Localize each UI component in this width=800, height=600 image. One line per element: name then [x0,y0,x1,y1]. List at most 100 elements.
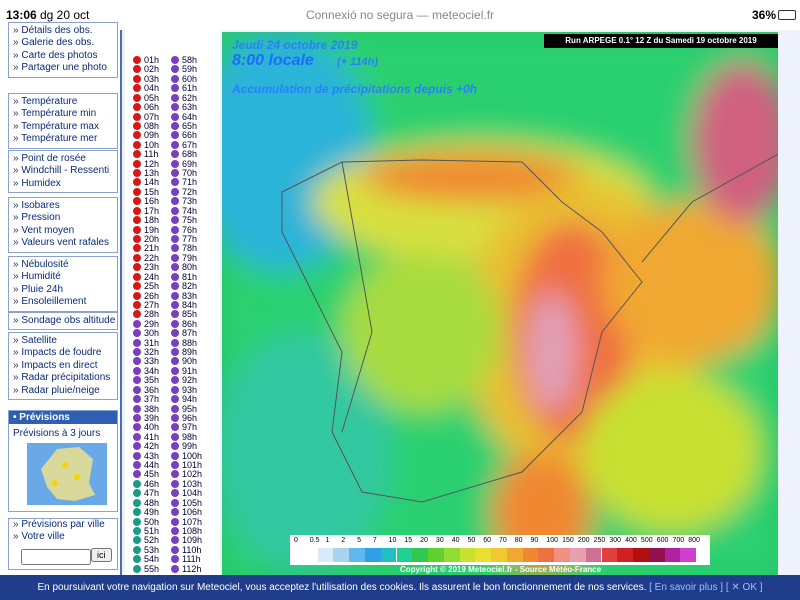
hour-link[interactable]: 81h [171,272,197,282]
hour-link[interactable]: 102h [171,470,202,479]
hour-link[interactable]: 94h [171,395,197,404]
hour-label[interactable]: 79h [182,252,198,263]
hour-label[interactable]: 68h [182,149,198,160]
hour-link[interactable]: 85h [171,310,197,319]
menu-link[interactable]: Radar précipitations [9,372,117,384]
menu-link[interactable]: Carte des photos [9,50,117,62]
hour-label[interactable]: 71h [182,177,198,188]
hour-link[interactable]: 73h [171,197,197,206]
hour-link[interactable]: 76h [171,224,198,235]
hour-label[interactable]: 10h [144,139,160,150]
hour-label[interactable]: 99h [182,441,198,452]
menu-link[interactable]: Radar pluie/neige [9,385,117,397]
hour-label[interactable]: 88h [182,337,198,348]
hour-label[interactable]: 104h [182,488,203,499]
hour-label[interactable]: 87h [182,328,198,339]
hour-label[interactable]: 76h [182,224,198,235]
hour-label[interactable]: 34h [144,365,160,376]
hour-link[interactable]: 66h [171,131,197,140]
hour-link[interactable]: 12h [133,159,159,169]
hour-link[interactable]: 69h [171,159,197,169]
hour-link[interactable]: 100h [171,450,203,461]
hour-label[interactable]: 66h [182,130,198,141]
hour-label[interactable]: 75h [182,215,198,226]
hour-label[interactable]: 90h [182,356,198,367]
hour-label[interactable]: 59h [182,64,198,75]
hour-link[interactable]: 72h [171,187,197,197]
hour-link[interactable]: 55h [133,564,159,574]
hour-label[interactable]: 44h [144,460,160,471]
hour-link[interactable]: 78h [171,244,197,253]
hour-label[interactable]: 15h [144,186,160,197]
hour-link[interactable]: 08h [133,120,160,131]
hour-label[interactable]: 112h [182,563,202,574]
hour-label[interactable]: 17h [144,205,160,216]
hour-link[interactable]: 54h [133,555,159,564]
menu-link[interactable]: Valeurs vent rafales [9,237,117,249]
hour-link[interactable]: 29h [133,318,160,329]
hour-label[interactable]: 111h [182,554,201,565]
hour-link[interactable]: 41h [133,431,160,442]
hour-link[interactable]: 48h [133,498,159,508]
hour-label[interactable]: 94h [182,394,198,405]
menu-link[interactable]: Ensoleillement [9,296,117,308]
hour-label[interactable]: 31h [144,337,160,348]
hour-label[interactable]: 63h [182,102,198,113]
hour-label[interactable]: 35h [144,375,160,386]
hour-label[interactable]: 60h [182,73,198,84]
hour-link[interactable]: 111h [171,555,201,564]
hour-label[interactable]: 41h [144,431,160,442]
hour-link[interactable]: 86h [171,318,198,329]
hour-label[interactable]: 09h [144,130,160,141]
hour-link[interactable]: 89h [171,348,197,357]
hour-link[interactable]: 39h [133,412,160,423]
hour-link[interactable]: 04h [133,84,159,93]
hour-label[interactable]: 83h [182,290,198,301]
hour-link[interactable]: 61h [171,84,197,93]
hour-link[interactable]: 87h [171,329,197,338]
hour-label[interactable]: 100h [182,450,203,461]
hour-label[interactable]: 36h [144,384,160,395]
hour-label[interactable]: 30h [144,328,160,339]
hour-link[interactable]: 47h [133,489,159,498]
hour-link[interactable]: 101h [171,461,202,470]
hour-link[interactable]: 26h [133,290,160,301]
hour-link[interactable]: 46h [133,479,159,489]
hour-link[interactable]: 30h [133,329,159,338]
menu-link[interactable]: Humidité [9,271,117,283]
hour-link[interactable]: 09h [133,131,159,140]
hour-link[interactable]: 93h [171,385,197,395]
hour-label[interactable]: 67h [182,139,198,150]
hour-label[interactable]: 78h [182,243,198,254]
hour-link[interactable]: 108h [171,527,202,536]
hour-link[interactable]: 27h [133,300,159,310]
menu-link[interactable]: Sondage obs altitude [9,315,117,327]
hour-link[interactable]: 60h [171,73,198,84]
hour-label[interactable]: 08h [144,120,160,131]
hour-label[interactable]: 106h [182,507,203,518]
hour-label[interactable]: 89h [182,347,198,358]
hour-label[interactable]: 32h [144,347,160,358]
forecast-link[interactable]: Prévisions à 3 jours [13,428,101,439]
hour-link[interactable]: 06h [133,103,159,112]
hour-link[interactable]: 74h [171,206,197,216]
hour-label[interactable]: 37h [144,394,160,405]
menu-link[interactable]: Satellite [9,335,117,347]
hour-link[interactable]: 36h [133,384,160,395]
hour-label[interactable]: 13h [144,168,160,179]
hour-link[interactable]: 84h [171,300,197,310]
hour-label[interactable]: 26h [144,290,160,301]
hour-label[interactable]: 86h [182,318,198,329]
hour-label[interactable]: 29h [144,318,160,329]
hour-label[interactable]: 73h [182,196,198,207]
hour-link[interactable]: 18h [133,216,159,225]
hour-label[interactable]: 80h [182,262,198,273]
hour-link[interactable]: 34h [133,365,160,376]
hour-link[interactable]: 91h [171,366,197,376]
city-input[interactable] [21,549,91,565]
hour-link[interactable]: 25h [133,282,159,291]
hour-label[interactable]: 39h [144,412,160,423]
hour-label[interactable]: 61h [182,83,198,94]
hour-label[interactable]: 02h [144,64,160,75]
menu-link[interactable]: Température mer [9,133,117,145]
